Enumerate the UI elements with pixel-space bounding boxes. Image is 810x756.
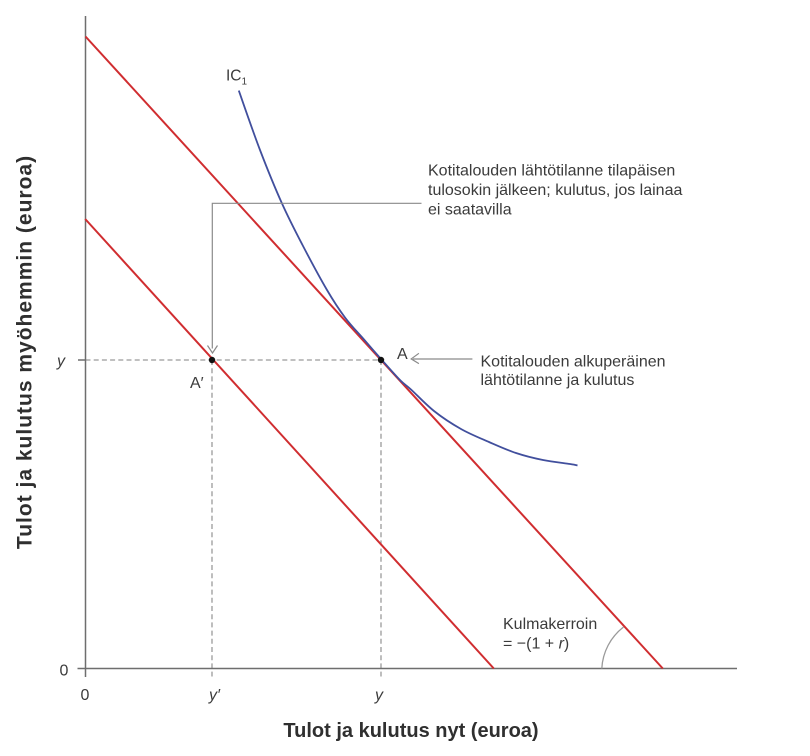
svg-text:0: 0	[60, 663, 69, 680]
svg-text:Tulot ja kulutus myöhemmin (eu: Tulot ja kulutus myöhemmin (euroa)	[14, 155, 37, 549]
svg-text:= −(1 + r): = −(1 + r)	[503, 636, 569, 653]
svg-text:ei saatavilla: ei saatavilla	[428, 201, 512, 218]
svg-text:y: y	[374, 687, 384, 704]
svg-text:Kulmakerroin: Kulmakerroin	[503, 616, 597, 633]
svg-text:Tulot ja kulutus nyt (euroa): Tulot ja kulutus nyt (euroa)	[283, 720, 538, 742]
svg-text:tulosokin jälkeen; kulutus, jo: tulosokin jälkeen; kulutus, jos lainaa	[428, 182, 682, 199]
svg-text:lähtötilanne ja kulutus: lähtötilanne ja kulutus	[481, 372, 635, 389]
svg-text:y′: y′	[208, 687, 221, 704]
svg-text:Kotitalouden alkuperäinen: Kotitalouden alkuperäinen	[481, 353, 666, 370]
svg-text:0: 0	[81, 687, 90, 704]
svg-text:A: A	[397, 346, 408, 363]
svg-text:y: y	[56, 353, 66, 370]
svg-text:A′: A′	[190, 375, 204, 392]
svg-text:Kotitalouden lähtötilanne tila: Kotitalouden lähtötilanne tilapäisen	[428, 163, 675, 180]
